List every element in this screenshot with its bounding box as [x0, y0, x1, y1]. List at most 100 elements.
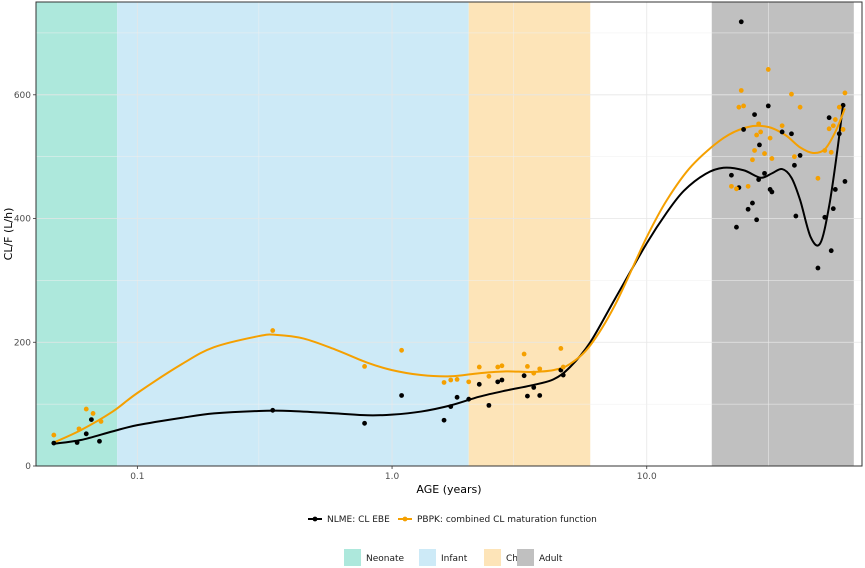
- data-point-0: [815, 265, 821, 271]
- x-axis-title: AGE (years): [416, 483, 481, 496]
- y-tick-label: 0: [25, 462, 31, 472]
- data-point-0: [97, 438, 102, 444]
- legend-series-label: NLME: CL EBE: [327, 515, 390, 525]
- data-point-1: [441, 380, 447, 385]
- data-point-0: [521, 373, 527, 379]
- data-point-1: [399, 347, 404, 353]
- data-point-0: [779, 129, 785, 135]
- legend-band-swatch: [484, 549, 501, 566]
- data-point-0: [738, 19, 744, 25]
- legend-band-swatch: [344, 549, 361, 566]
- data-point-1: [758, 129, 764, 135]
- y-tick-label: 200: [14, 338, 31, 348]
- data-point-0: [441, 417, 447, 423]
- data-point-1: [521, 351, 527, 357]
- data-point-1: [792, 154, 797, 160]
- x-axis-ticks: 0.1 1.0 10.0: [130, 466, 657, 482]
- data-point-1: [448, 377, 454, 383]
- data-point-1: [832, 117, 838, 122]
- data-point-1: [754, 132, 760, 138]
- data-point-1: [828, 149, 834, 155]
- data-point-0: [828, 248, 834, 254]
- data-point-0: [51, 440, 57, 446]
- data-point-1: [815, 175, 821, 181]
- data-point-0: [757, 142, 762, 148]
- data-point-1: [495, 364, 501, 370]
- data-point-0: [466, 396, 472, 402]
- data-point-1: [362, 363, 367, 369]
- data-point-1: [466, 379, 472, 385]
- data-point-1: [769, 156, 775, 161]
- data-point-0: [840, 102, 846, 108]
- data-point-0: [270, 407, 276, 413]
- data-point-0: [362, 420, 367, 426]
- data-point-1: [83, 406, 89, 412]
- data-point-0: [560, 372, 566, 378]
- data-point-0: [750, 200, 755, 206]
- data-point-1: [762, 151, 767, 156]
- legend-series-marker: [312, 516, 318, 522]
- data-point-1: [454, 376, 460, 382]
- data-point-0: [830, 206, 836, 212]
- data-point-1: [826, 126, 832, 132]
- data-point-0: [476, 381, 482, 387]
- data-point-0: [793, 213, 799, 219]
- y-tick-label: 600: [14, 91, 31, 101]
- data-point-0: [789, 131, 794, 137]
- data-point-1: [486, 373, 492, 379]
- band-infant: [117, 2, 469, 466]
- data-point-1: [537, 366, 543, 372]
- data-point-1: [76, 426, 82, 432]
- y-axis-ticks: 0 200 400 600: [14, 91, 36, 472]
- data-point-1: [98, 419, 104, 424]
- data-point-1: [767, 135, 773, 141]
- data-point-0: [792, 162, 797, 168]
- data-point-1: [836, 104, 842, 110]
- data-point-0: [454, 394, 460, 400]
- data-point-1: [741, 103, 746, 109]
- y-axis-title: CL/F (L/h): [2, 208, 15, 261]
- data-point-0: [537, 393, 543, 398]
- x-tick-label: 0.1: [130, 472, 144, 482]
- data-point-1: [756, 121, 762, 127]
- data-point-1: [765, 67, 771, 72]
- data-point-1: [558, 346, 564, 351]
- band-child: [468, 2, 591, 466]
- legend-band-swatch: [419, 549, 436, 566]
- data-point-1: [738, 88, 744, 93]
- data-point-1: [822, 148, 828, 153]
- data-point-0: [448, 404, 454, 410]
- data-point-1: [779, 123, 785, 129]
- band-neonate: [36, 2, 118, 466]
- data-point-1: [525, 363, 530, 369]
- data-point-0: [797, 153, 803, 158]
- data-point-1: [734, 186, 739, 192]
- data-point-0: [752, 112, 757, 117]
- legend-band-label: Adult: [539, 554, 563, 564]
- data-point-1: [736, 104, 742, 110]
- data-point-1: [729, 183, 734, 189]
- data-point-1: [842, 90, 848, 96]
- data-point-1: [752, 148, 757, 153]
- data-point-1: [531, 370, 537, 376]
- data-point-1: [830, 123, 836, 129]
- data-point-0: [769, 189, 775, 195]
- data-point-1: [270, 328, 276, 333]
- data-point-1: [789, 91, 794, 97]
- x-tick-label: 10.0: [637, 472, 657, 482]
- data-point-0: [499, 377, 505, 383]
- data-point-1: [750, 157, 755, 163]
- legend-band-label: Infant: [441, 554, 468, 564]
- data-point-0: [74, 440, 80, 445]
- data-point-0: [745, 206, 751, 212]
- panel-border: [35, 1, 863, 467]
- data-point-0: [762, 170, 767, 176]
- data-point-0: [88, 417, 94, 422]
- age-bands: [36, 2, 862, 466]
- legend-series-label: PBPK: combined CL maturation function: [417, 515, 597, 525]
- data-point-0: [83, 431, 89, 437]
- data-point-0: [754, 217, 760, 223]
- data-point-1: [797, 104, 803, 110]
- data-point-0: [734, 224, 739, 230]
